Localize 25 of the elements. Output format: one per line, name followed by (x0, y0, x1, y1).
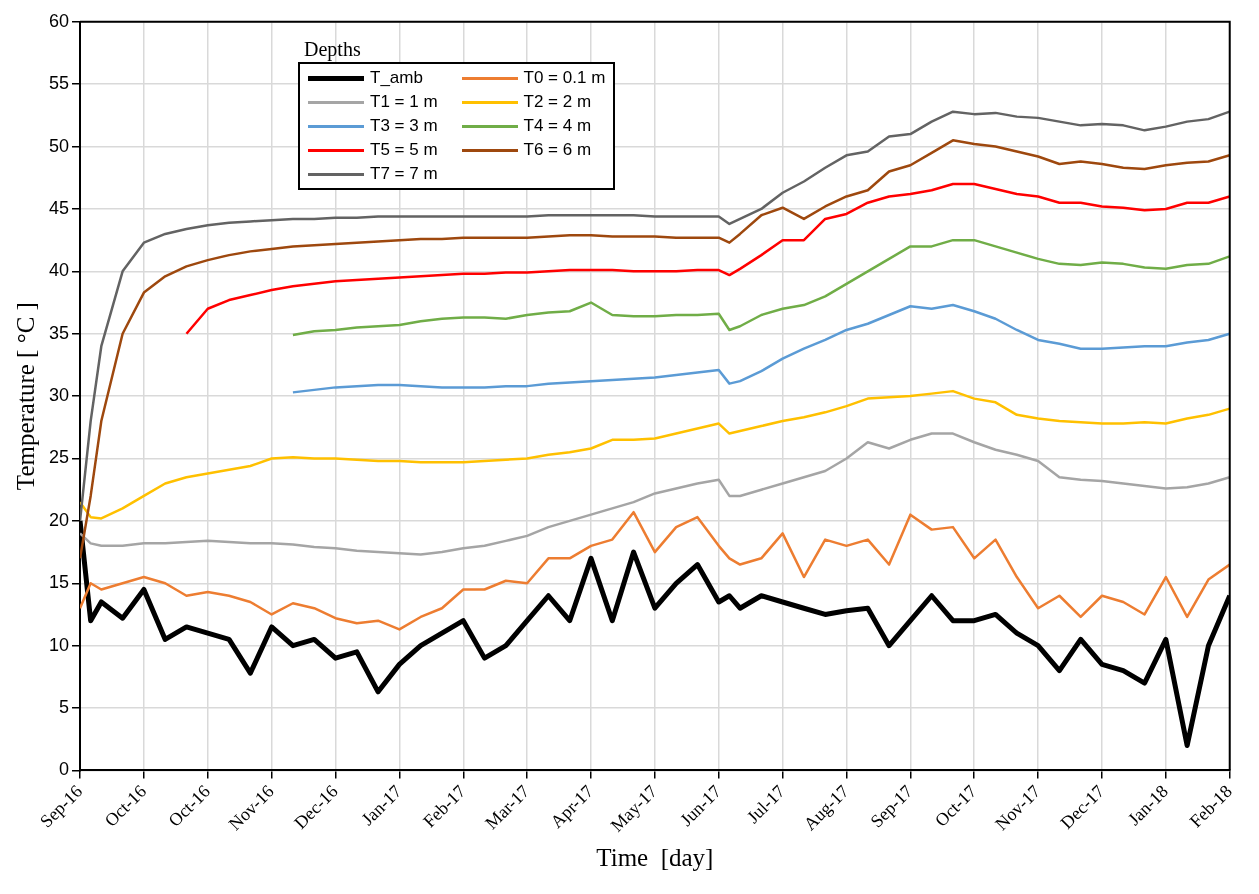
legend-label: T3 = 3 m (370, 116, 438, 136)
y-tick-label: 20 (48, 509, 70, 530)
legend-label: T5 = 5 m (370, 140, 438, 160)
y-axis-title: Temperature [ °C ] (11, 302, 39, 491)
y-tick-label: 40 (48, 260, 70, 281)
legend-label: T_amb (370, 68, 423, 88)
y-tick-label: 10 (48, 634, 70, 655)
y-tick-label: 55 (48, 73, 70, 94)
legend-label: T6 = 6 m (523, 140, 592, 160)
legend-title: Depths (304, 38, 362, 61)
y-tick-label: 30 (48, 385, 70, 406)
legend-label: T1 = 1 m (370, 92, 438, 112)
y-tick-label: 25 (48, 447, 70, 468)
y-tick-label: 60 (48, 10, 70, 31)
x-axis-title: Time [day] (596, 843, 714, 871)
y-tick-label: 5 (59, 697, 70, 718)
legend-label: T7 = 7 m (370, 164, 438, 184)
y-tick-label: 50 (48, 135, 70, 156)
legend-label: T2 = 2 m (523, 92, 592, 112)
y-tick-label: 0 (59, 759, 70, 780)
y-tick-label: 35 (48, 322, 70, 343)
legend-label: T0 = 0.1 m (523, 68, 606, 88)
y-tick-label: 15 (48, 572, 70, 593)
legend-label: T4 = 4 m (523, 116, 592, 136)
y-tick-label: 45 (48, 197, 70, 218)
